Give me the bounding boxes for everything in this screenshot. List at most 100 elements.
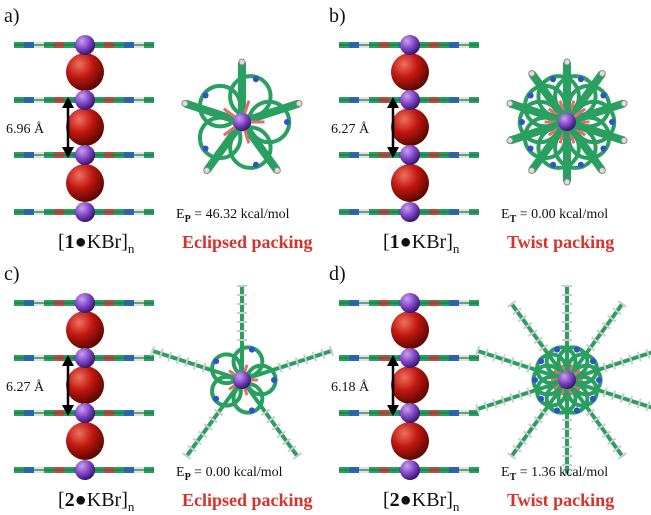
potassium-sphere — [75, 35, 95, 55]
potassium-center — [558, 371, 576, 389]
energy-label: EP = 46.32 kcal/mol — [176, 207, 290, 225]
nitrogen — [578, 162, 584, 168]
complex-open: [ — [58, 231, 65, 253]
packing-label: Eclipsed packing — [182, 490, 313, 510]
packing-label: Eclipsed packing — [182, 232, 313, 252]
top-view — [182, 59, 302, 174]
bromide-sphere — [391, 108, 429, 146]
complex-sub: n — [128, 241, 135, 256]
nitrogen — [249, 407, 255, 413]
complex-rest: ●KBr] — [75, 489, 128, 511]
packing-label: Twist packing — [507, 490, 614, 510]
nitrogen — [578, 76, 584, 82]
energy-value: = 0.00 kcal/mol — [516, 207, 608, 222]
nitrogen — [609, 119, 615, 125]
energy-value: = 0.00 kcal/mol — [191, 465, 283, 480]
complex-label: [1●KBr]n — [58, 231, 135, 256]
arm-tip — [507, 100, 513, 106]
potassium-sphere — [400, 460, 420, 480]
nitrogen — [550, 76, 556, 82]
energy-symbol: E — [501, 465, 510, 480]
nitrogen — [596, 377, 602, 383]
panel-label: c) — [4, 263, 20, 285]
bromide-sphere — [391, 53, 429, 91]
nitrogen — [528, 145, 534, 151]
nitrogen — [203, 145, 209, 151]
bromide-sphere — [391, 366, 429, 404]
panel-label: a) — [4, 5, 20, 27]
nitrogen — [590, 358, 596, 364]
arm-tip — [564, 59, 570, 65]
distance-label: 6.96 Å — [6, 121, 45, 137]
nitrogen — [574, 407, 580, 413]
complex-sub: n — [453, 241, 460, 256]
potassium-sphere — [75, 348, 95, 368]
potassium-sphere — [75, 202, 95, 222]
nitrogen — [590, 396, 596, 402]
potassium-sphere — [75, 90, 95, 110]
complex-rest: ●KBr] — [400, 231, 453, 253]
energy-symbol: E — [176, 465, 185, 480]
distance-label: 6.27 Å — [6, 379, 45, 395]
bromide-sphere — [66, 311, 104, 349]
distance-label: 6.18 Å — [331, 379, 370, 395]
potassium-sphere — [75, 145, 95, 165]
energy-value: = 46.32 kcal/mol — [191, 207, 290, 222]
arm-tip — [564, 179, 570, 185]
panel: c) 6.27 Å EP = 0.00 kcal/mol [2●KBr]n Eclips… — [4, 263, 333, 514]
complex-num: 1 — [65, 231, 75, 253]
top-view — [151, 285, 333, 459]
potassium-sphere — [75, 460, 95, 480]
bromide-sphere — [391, 311, 429, 349]
distance-label: 6.27 Å — [331, 121, 370, 137]
arm-tip — [529, 70, 535, 76]
complex-label: [1●KBr]n — [383, 231, 460, 256]
potassium-sphere — [75, 293, 95, 313]
arm-tip — [239, 59, 245, 65]
nitrogen — [213, 396, 219, 402]
complex-label: [2●KBr]n — [58, 489, 135, 514]
nitrogen — [519, 119, 525, 125]
nitrogen — [213, 358, 219, 364]
arm-tip — [182, 100, 188, 106]
arm-tip — [621, 100, 627, 106]
energy-label: ET = 0.00 kcal/mol — [501, 207, 608, 225]
potassium-center — [558, 113, 576, 131]
panel: a) 6.96 Å EP = 46.32 kcal/mol [1●KBr]n Eclip… — [4, 5, 313, 256]
nitrogen — [253, 76, 259, 82]
arm-tip — [296, 100, 302, 106]
energy-symbol: E — [176, 207, 185, 222]
arm-tip — [599, 168, 605, 174]
panel-label: d) — [329, 263, 346, 285]
nitrogen — [554, 407, 560, 413]
complex-rest: ●KBr] — [75, 231, 128, 253]
complex-sub: n — [453, 499, 460, 514]
top-view — [476, 285, 651, 475]
panel: d) 6.18 Å ET = 1.36 kcal/mol [2●KBr]n Twist … — [329, 263, 651, 514]
potassium-sphere — [400, 403, 420, 423]
nitrogen — [532, 377, 538, 383]
complex-label: [2●KBr]n — [383, 489, 460, 514]
complex-num: 2 — [65, 489, 75, 511]
nitrogen — [203, 93, 209, 99]
potassium-sphere — [400, 348, 420, 368]
arm-tip — [529, 168, 535, 174]
bromide-sphere — [66, 422, 104, 460]
arm-tip — [621, 138, 627, 144]
nitrogen — [253, 162, 259, 168]
bromide-sphere — [66, 164, 104, 202]
nitrogen — [550, 162, 556, 168]
potassium-center — [233, 371, 251, 389]
energy-label: EP = 0.00 kcal/mol — [176, 465, 283, 483]
potassium-sphere — [400, 202, 420, 222]
arm-tip — [204, 168, 210, 174]
potassium-sphere — [75, 403, 95, 423]
energy-label: ET = 1.36 kcal/mol — [501, 465, 608, 483]
arm-tip — [507, 138, 513, 144]
bromide-sphere — [66, 366, 104, 404]
potassium-sphere — [400, 35, 420, 55]
potassium-sphere — [400, 145, 420, 165]
arm-tip — [599, 70, 605, 76]
nitrogen — [538, 358, 544, 364]
nitrogen — [554, 347, 560, 353]
